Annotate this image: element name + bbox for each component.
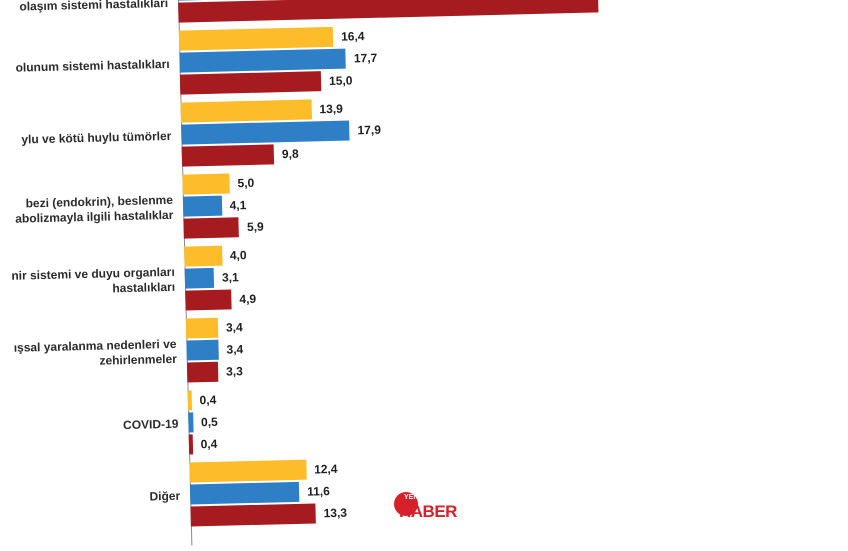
value-label: 16,4 [340, 29, 365, 44]
value-label: 3,1 [221, 270, 239, 285]
bar-cat6-series2 [188, 412, 194, 433]
bar-cat2-series2 [181, 120, 350, 145]
bar-cat7-series3 [190, 503, 316, 527]
value-label: 13,9 [319, 101, 343, 117]
value-label: 5,9 [246, 219, 264, 235]
bar-cat4-series1 [184, 245, 223, 267]
value-label: 5,0 [237, 175, 255, 191]
watermark-logo: YENİZEMİN HABER [394, 490, 464, 530]
value-label: 11,6 [306, 484, 331, 499]
value-label: 17,9 [357, 122, 382, 138]
bar-cat3-series3 [183, 217, 240, 239]
category-label: ışsal yaralanma nedenleri ve zehirlenmel… [13, 336, 177, 368]
bar-cat4-series2 [184, 267, 215, 289]
bar-cat0-series3 [178, 0, 599, 23]
category-label: Diğer [149, 488, 181, 503]
value-label: 4,1 [229, 198, 247, 213]
value-label: 0,4 [199, 392, 217, 408]
bar-cat6-series3 [188, 434, 193, 455]
bar-cat3-series1 [182, 173, 230, 195]
bar-cat6-series1 [187, 390, 192, 411]
bar-cat2-series3 [181, 144, 275, 167]
value-label: 4,9 [239, 291, 257, 307]
bar-cat1-series1 [178, 26, 334, 51]
category-label: ylu ve kötü huylu tümörler [21, 128, 172, 147]
bar-cat7-series1 [189, 459, 307, 483]
logo-small-text: YENİZEMİN [404, 494, 443, 501]
bar-cat1-series3 [179, 71, 322, 95]
value-label: 17,7 [353, 50, 378, 66]
logo-circle-icon [394, 492, 418, 516]
category-label: bezi (endokrin), beslenme abolizmayla il… [15, 192, 174, 226]
bar-cat3-series2 [182, 195, 222, 217]
value-label: 13,3 [323, 505, 348, 521]
category-label: olunum sistemi hastalıkları [15, 56, 170, 75]
value-label: 0,4 [200, 436, 218, 452]
bar-cat5-series1 [185, 317, 219, 339]
category-label: nir sistemi ve duyu organları hastalıkla… [11, 264, 176, 296]
bar-cat2-series1 [180, 99, 312, 123]
value-label: 3,4 [226, 342, 244, 357]
value-label: 3,4 [225, 320, 243, 335]
category-label: olaşım sistemi hastalıkları [19, 0, 169, 14]
bar-cat1-series2 [179, 48, 347, 73]
bar-cat4-series3 [185, 289, 232, 311]
category-label: COVID-19 [122, 416, 179, 432]
value-label: 15,0 [328, 73, 353, 88]
bar-cat5-series2 [186, 339, 219, 361]
logo-big-text: HABER [399, 502, 457, 521]
value-label: 3,3 [225, 364, 244, 379]
chart: olaşım sistemi hastalıkları olunum sistem… [11, 0, 599, 546]
bar-cat5-series3 [186, 361, 219, 383]
value-label: 4,0 [229, 248, 247, 263]
value-label: 0,5 [200, 414, 218, 430]
value-label: 12,4 [313, 461, 338, 477]
bar-cat7-series2 [189, 481, 300, 505]
value-label: 9,8 [281, 146, 299, 162]
